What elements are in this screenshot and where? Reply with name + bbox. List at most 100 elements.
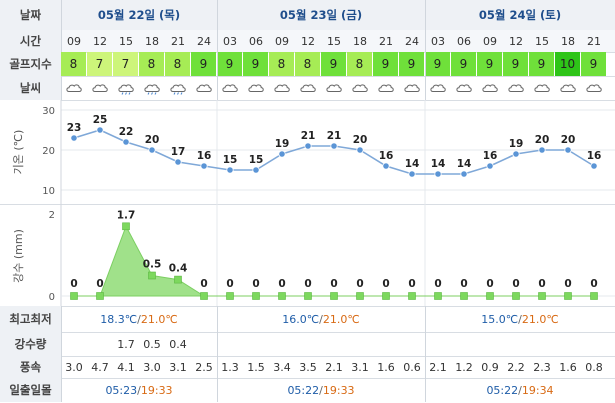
rain-cloud-icon (118, 84, 134, 95)
temp-data-label: 16 (379, 150, 394, 162)
day-divider (425, 306, 426, 332)
precip-data-label: 0 (564, 278, 571, 290)
golf-index-cell: 8 (61, 52, 86, 76)
day-divider (217, 30, 218, 52)
minmax-separator: / (518, 312, 522, 326)
temp-data-label: 16 (197, 150, 212, 162)
temp-data-label: 23 (67, 122, 82, 134)
temp-data-label: 17 (171, 146, 186, 158)
sun-cell: 05:23/19:33 (61, 378, 217, 402)
cloud-icon (352, 84, 368, 92)
cloud-icon (534, 84, 550, 92)
precip-point (122, 222, 130, 231)
sun-cell: 05:22/19:34 (425, 378, 615, 402)
wind-speed-cell: 1.3 (221, 360, 239, 374)
day-divider (217, 332, 218, 356)
precip-data-label: 0 (70, 278, 77, 290)
day-divider (217, 356, 218, 378)
temp-axis-title: 기온 (℃) (12, 130, 25, 175)
minmax-cell: 18.3℃/21.0℃ (61, 306, 217, 332)
golf-index-cell: 8 (165, 52, 190, 76)
sunset-time: 19:33 (140, 383, 173, 397)
precip-amount-cell (451, 332, 477, 356)
precip-point (512, 292, 520, 300)
precip-point (590, 292, 598, 300)
temp-tick-label: 20 (42, 146, 55, 157)
wind-speed-cell: 4.1 (117, 360, 135, 374)
day-divider (217, 52, 218, 76)
date-cell: 05월 23일 (금) (279, 8, 363, 22)
day-divider (425, 52, 426, 76)
cloud-icon (274, 84, 290, 92)
precip-amount-cell (295, 332, 321, 356)
precip-amount-cell: 1.7 (117, 337, 135, 351)
temp-point (408, 170, 416, 178)
wind-speed-cell: 3.1 (169, 360, 187, 374)
wind-speed-cell: 2.1 (429, 360, 447, 374)
precip-amount-cell (243, 332, 269, 356)
cloud-icon (300, 84, 316, 92)
cloud-icon (508, 84, 524, 92)
temp-point (174, 158, 182, 166)
precip-data-label: 0 (304, 278, 311, 290)
time-cell: 15 (535, 34, 549, 48)
time-cell: 09 (483, 34, 497, 48)
sun-separator: / (518, 383, 522, 397)
temp-point (330, 142, 338, 150)
minmax-label: 최고최저 (0, 306, 62, 332)
golf-index-cell: 8 (139, 52, 164, 76)
wind-speed-cell: 2.1 (325, 360, 343, 374)
temp-data-label: 16 (483, 150, 498, 162)
golf-index-cell: 9 (581, 52, 606, 76)
precip-point (356, 292, 364, 300)
wind-row: 풍속 3.0 4.7 4.1 3.0 3.1 2.5 1.3 1.5 3.4 3.5 2.1 3.1 1… (0, 356, 615, 379)
minmax-separator: / (319, 312, 323, 326)
temp-data-label: 20 (535, 134, 550, 146)
precip-amount-cell (399, 332, 425, 356)
precip-data-label: 0 (434, 278, 441, 290)
temp-data-label: 20 (353, 134, 368, 146)
temp-data-label: 19 (509, 138, 524, 150)
time-cell: 18 (145, 34, 159, 48)
temp-data-label: 14 (405, 158, 420, 170)
temp-point (226, 166, 234, 174)
precip-point (96, 292, 104, 300)
minmax-separator: / (137, 312, 141, 326)
max-temp: 21.0℃ (322, 312, 360, 326)
golf-index-cell: 9 (477, 52, 502, 76)
temp-point (590, 162, 598, 170)
temp-point (486, 162, 494, 170)
time-cell: 09 (275, 34, 289, 48)
temp-data-label: 14 (457, 158, 472, 170)
day-divider (425, 30, 426, 52)
precip-point (460, 292, 468, 300)
time-cell: 21 (587, 34, 601, 48)
temp-point (122, 138, 130, 146)
precip-data-label: 0 (330, 278, 337, 290)
time-cell: 12 (301, 34, 315, 48)
wind-speed-cell: 3.0 (143, 360, 161, 374)
temp-point (278, 150, 286, 158)
precip-data-label: 0 (460, 278, 467, 290)
golf-index-cell: 7 (87, 52, 112, 76)
precip-amount-cell (373, 332, 399, 356)
golf-index-cell: 9 (529, 52, 554, 76)
minmax-row: 최고최저 18.3℃/21.0℃ 16.0℃/21.0℃ 15.0℃/21.0℃ (0, 306, 615, 333)
sunset-time: 19:34 (521, 383, 554, 397)
temp-tick-label: 30 (42, 106, 55, 117)
precip-amount-cell (425, 332, 451, 356)
cloud-icon (92, 84, 108, 92)
max-temp: 21.0℃ (140, 312, 178, 326)
temp-data-label: 15 (249, 154, 264, 166)
date-cell: 05월 22일 (목) (97, 8, 181, 22)
cloud-icon (456, 84, 472, 92)
precip-amount-cell (555, 332, 581, 356)
sunrise-time: 05:22 (287, 383, 320, 397)
date-cell: 05월 24일 (토) (478, 8, 562, 22)
precip-point (200, 292, 208, 300)
golf-index-cell: 8 (295, 52, 320, 76)
temp-data-label: 20 (561, 134, 576, 146)
precipitation-chart-row: 강수 (mm) 0 2 0 0 1.7 0.5 0.4 0 0 0 0 0 0 0 0 0 0 0 0 0 0 0 0 (0, 204, 615, 307)
precip-amount-cell (87, 332, 113, 356)
